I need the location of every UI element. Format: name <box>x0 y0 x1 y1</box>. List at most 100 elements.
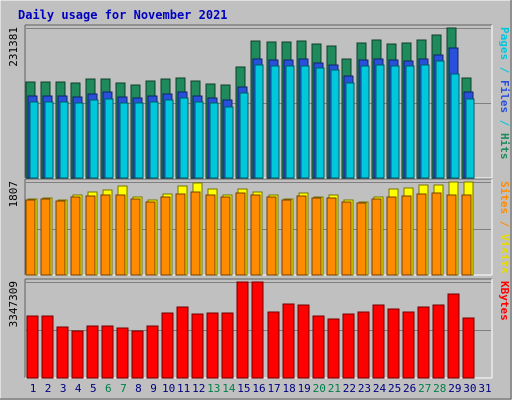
bar-sites-day-19 <box>296 195 307 276</box>
bar-pages-day-28 <box>435 60 445 179</box>
bar-pages-day-14 <box>224 106 234 179</box>
bar-pages-day-30 <box>465 98 475 179</box>
bar-kbytes-day-27 <box>417 306 430 379</box>
bar-kbytes-day-10 <box>161 312 174 379</box>
x-tick-label-day-24: 24 <box>373 382 387 395</box>
bar-pages-day-27 <box>420 64 430 179</box>
legend-label-visits-sites: Sites / Visits <box>498 181 511 274</box>
chart-title: Daily usage for November 2021 <box>18 8 228 22</box>
bar-kbytes-day-17 <box>267 311 280 379</box>
bar-pages-day-3 <box>59 101 69 179</box>
x-tick-label-day-14: 14 <box>222 382 236 395</box>
bar-pages-day-10 <box>164 99 174 179</box>
x-tick-label-day-13: 13 <box>207 382 220 395</box>
legend-part-3: / <box>498 113 511 133</box>
bar-sites-day-13 <box>205 194 216 276</box>
bar-kbytes-day-28 <box>432 304 445 379</box>
bar-sites-day-2 <box>40 198 51 276</box>
bar-sites-day-4 <box>70 196 81 276</box>
bar-kbytes-day-30 <box>462 317 475 379</box>
bar-kbytes-day-5 <box>86 325 99 379</box>
bar-kbytes-day-25 <box>387 308 400 379</box>
bar-pages-day-15 <box>239 92 249 179</box>
bar-pages-day-19 <box>300 65 310 179</box>
bar-pages-day-22 <box>345 82 355 179</box>
bar-pages-day-2 <box>44 101 54 179</box>
bar-pages-day-9 <box>149 101 159 179</box>
bar-pages-day-1 <box>29 101 39 179</box>
bar-kbytes-day-18 <box>282 303 295 379</box>
bar-pages-day-18 <box>285 65 295 179</box>
bar-sites-day-30 <box>461 194 472 276</box>
x-tick-label-day-27: 27 <box>418 382 431 395</box>
bar-pages-day-24 <box>375 64 385 179</box>
bar-kbytes-day-3 <box>56 326 69 379</box>
y-max-label-visits-sites: 1807 <box>7 181 20 208</box>
legend-part-2: Visits <box>498 234 511 274</box>
bar-kbytes-day-4 <box>71 330 84 379</box>
x-tick-label-day-5: 5 <box>90 382 97 395</box>
legend-part-0: Sites <box>498 181 511 214</box>
x-axis-labels: 1 2 3 4 5 6 7 8 9 10 11 12 13 14 15 16 17 18 19 20 21 22 23 24 2… <box>30 382 492 395</box>
x-tick-label-day-1: 1 <box>30 382 37 395</box>
y-max-label-kbytes: 3347309 <box>7 281 20 327</box>
x-tick-label-day-23: 23 <box>358 382 371 395</box>
x-tick-label-day-22: 22 <box>343 382 356 395</box>
legend-part-0: KBytes <box>498 281 511 321</box>
x-tick-label-day-7: 7 <box>120 382 127 395</box>
bar-kbytes-day-15 <box>236 281 249 379</box>
bar-sites-day-8 <box>130 198 141 276</box>
x-tick-label-day-19: 19 <box>298 382 311 395</box>
bar-sites-day-25 <box>386 196 397 276</box>
bar-sites-day-18 <box>281 199 292 276</box>
x-tick-label-day-20: 20 <box>313 382 326 395</box>
bar-sites-day-11 <box>175 193 186 276</box>
bar-pages-day-13 <box>209 102 219 179</box>
bar-kbytes-day-9 <box>146 325 159 379</box>
x-tick-label-day-21: 21 <box>328 382 341 395</box>
bar-kbytes-day-6 <box>101 325 114 379</box>
x-tick-label-day-29: 29 <box>448 382 461 395</box>
bar-sites-day-22 <box>341 201 352 276</box>
bar-sites-day-14 <box>220 196 231 276</box>
x-tick-label-day-4: 4 <box>75 382 82 395</box>
bar-pages-day-20 <box>315 67 325 179</box>
x-tick-label-day-25: 25 <box>388 382 401 395</box>
bar-sites-day-3 <box>55 200 66 276</box>
bar-sites-day-9 <box>145 201 156 276</box>
x-tick-label-day-8: 8 <box>135 382 142 395</box>
x-tick-label-day-30: 30 <box>463 382 476 395</box>
panel-kbytes: 3347309 KBytes <box>7 278 511 379</box>
bar-sites-day-23 <box>356 202 367 276</box>
legend-part-2: Files <box>498 80 511 113</box>
x-tick-label-day-6: 6 <box>105 382 112 395</box>
x-tick-label-day-11: 11 <box>177 382 190 395</box>
x-tick-label-day-3: 3 <box>60 382 67 395</box>
bar-sites-day-24 <box>371 198 382 276</box>
bar-kbytes-day-1 <box>26 315 39 379</box>
bar-pages-day-17 <box>270 65 280 179</box>
bar-kbytes-day-23 <box>357 311 370 379</box>
legend-label-hits-files-pages: Pages / Files / Hits <box>498 27 511 160</box>
bar-pages-day-7 <box>119 102 129 179</box>
bar-pages-day-5 <box>89 99 99 179</box>
bar-sites-day-12 <box>190 191 201 276</box>
bar-kbytes-day-22 <box>342 313 355 379</box>
bar-kbytes-day-16 <box>251 281 264 379</box>
bar-pages-day-6 <box>104 98 114 179</box>
legend-part-1: / <box>498 60 511 80</box>
bar-sites-day-17 <box>266 196 277 276</box>
bar-kbytes-day-20 <box>312 315 325 379</box>
bar-pages-day-4 <box>74 102 84 179</box>
bar-kbytes-day-21 <box>327 318 340 379</box>
bar-pages-day-12 <box>194 101 204 179</box>
bar-pages-day-21 <box>330 69 340 179</box>
bar-pages-day-11 <box>179 97 189 179</box>
panel-visits-sites: 1807 Sites / Visits <box>7 178 511 276</box>
bar-kbytes-day-2 <box>41 315 54 379</box>
x-tick-label-day-31: 31 <box>478 382 491 395</box>
bar-kbytes-day-24 <box>372 304 385 379</box>
bar-kbytes-day-13 <box>206 312 219 379</box>
bar-sites-day-16 <box>250 194 261 276</box>
